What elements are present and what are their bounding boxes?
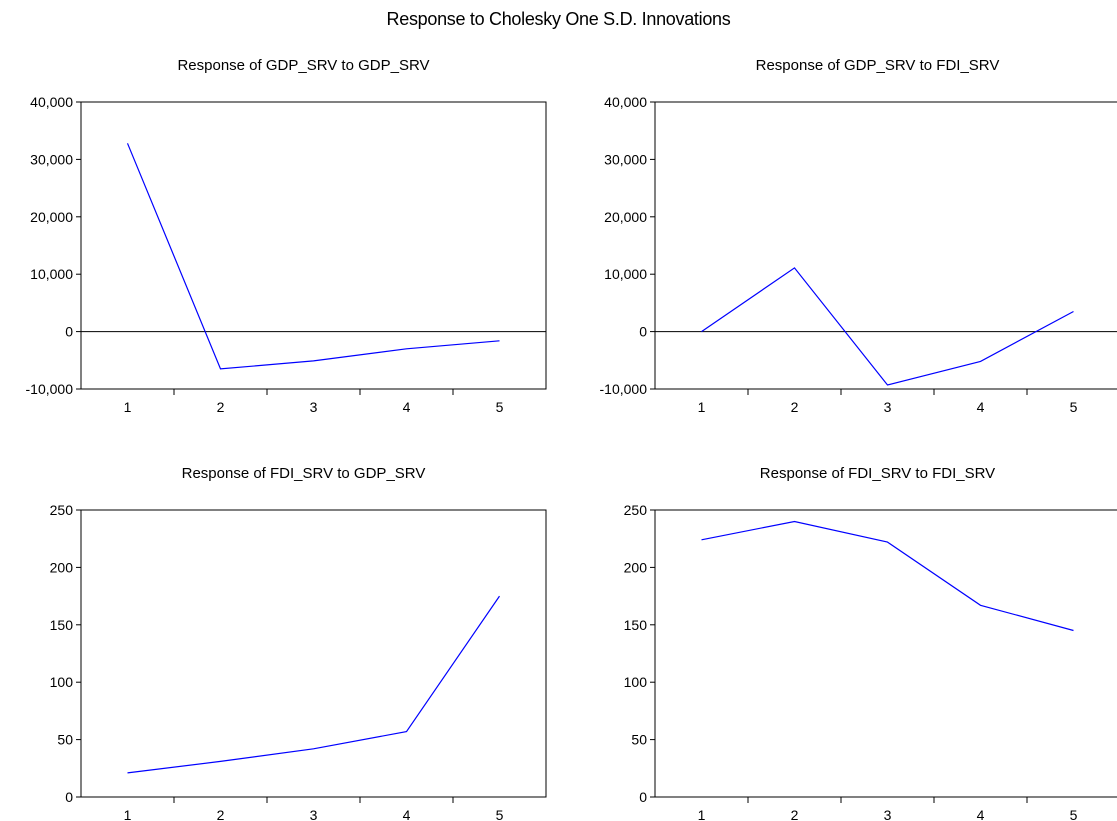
data-point xyxy=(1072,629,1075,632)
panel-title: Response of GDP_SRV to GDP_SRV xyxy=(177,57,429,74)
x-tick-label: 4 xyxy=(977,807,985,821)
chart-panel-3: Response of FDI_SRV to GDP_SRV 0 50 100 150 2… xyxy=(50,465,547,821)
y-tick-label: 10,000 xyxy=(30,266,73,282)
x-tick-label: 1 xyxy=(124,399,132,415)
data-point xyxy=(126,142,129,145)
x-tick-label: 5 xyxy=(1070,807,1078,821)
x-tick-label: 1 xyxy=(698,807,706,821)
y-tick-label: 40,000 xyxy=(604,94,647,110)
panel-title: Response of GDP_SRV to FDI_SRV xyxy=(756,57,1000,74)
data-point xyxy=(312,359,315,362)
data-point xyxy=(793,266,796,269)
x-tick-label: 4 xyxy=(977,399,985,415)
chart-panel-2: Response of GDP_SRV to FDI_SRV -10,000 0 10… xyxy=(600,57,1117,415)
plot-frame xyxy=(654,509,1117,798)
y-tick-label: 200 xyxy=(50,559,74,575)
plot-frame xyxy=(80,509,547,798)
data-point xyxy=(700,330,703,333)
x-tick-label: 5 xyxy=(496,399,504,415)
y-tick-label: 250 xyxy=(624,502,648,518)
y-tick-label: 250 xyxy=(50,502,74,518)
x-tick-label: 4 xyxy=(403,399,411,415)
y-tick-label: 0 xyxy=(65,324,73,340)
x-tick-label: 2 xyxy=(217,399,225,415)
response-line xyxy=(127,595,500,774)
y-tick-label: 200 xyxy=(624,559,648,575)
x-tick-label: 2 xyxy=(791,807,799,821)
y-tick-label: 0 xyxy=(65,789,73,805)
y-tick-label: 100 xyxy=(50,674,74,690)
x-tick-label: 1 xyxy=(698,399,706,415)
y-tick-label: 0 xyxy=(639,324,647,340)
data-point xyxy=(886,383,889,386)
data-point xyxy=(700,538,703,541)
data-point xyxy=(979,360,982,363)
response-line xyxy=(126,143,500,370)
y-tick-label: -10,000 xyxy=(600,381,648,397)
x-tick-label: 5 xyxy=(496,807,504,821)
y-tick-label: 40,000 xyxy=(30,94,73,110)
data-point xyxy=(126,771,129,774)
plot-frame xyxy=(654,101,1117,390)
x-tick-label: 4 xyxy=(403,807,411,821)
data-point xyxy=(312,747,315,750)
data-point xyxy=(793,520,796,523)
chart-panel-4: Response of FDI_SRV to FDI_SRV 0 50 100 150 2… xyxy=(624,465,1117,821)
response-line xyxy=(701,520,1074,632)
chart-panel-1: Response of GDP_SRV to GDP_SRV -10,000 0 10… xyxy=(26,57,547,415)
y-tick-label: 0 xyxy=(639,789,647,805)
panel-title: Response of FDI_SRV to GDP_SRV xyxy=(182,465,426,482)
data-point xyxy=(886,541,889,544)
x-tick-label: 2 xyxy=(791,399,799,415)
data-point xyxy=(219,760,222,763)
y-tick-label: 150 xyxy=(50,617,74,633)
panel-title: Response of FDI_SRV to FDI_SRV xyxy=(760,465,995,482)
x-tick-label: 3 xyxy=(310,399,318,415)
x-tick-label: 1 xyxy=(124,807,132,821)
plot-frame xyxy=(80,101,547,390)
y-tick-label: 30,000 xyxy=(604,151,647,167)
y-tick-label: 150 xyxy=(624,617,648,633)
y-tick-label: 50 xyxy=(631,732,647,748)
y-tick-label: 50 xyxy=(57,732,73,748)
y-tick-label: 30,000 xyxy=(30,151,73,167)
data-point xyxy=(405,730,408,733)
x-tick-label: 5 xyxy=(1070,399,1078,415)
y-tick-label: 20,000 xyxy=(604,209,647,225)
x-tick-label: 3 xyxy=(884,807,892,821)
data-point xyxy=(1072,310,1075,313)
data-point xyxy=(219,367,222,370)
figure-title: Response to Cholesky One S.D. Innovation… xyxy=(386,9,731,29)
x-tick-label: 3 xyxy=(884,399,892,415)
data-point xyxy=(405,347,408,350)
data-point xyxy=(498,339,501,342)
y-tick-label: 20,000 xyxy=(30,209,73,225)
y-tick-label: 100 xyxy=(624,674,648,690)
x-tick-label: 2 xyxy=(217,807,225,821)
y-tick-label: 10,000 xyxy=(604,266,647,282)
y-tick-label: -10,000 xyxy=(26,381,74,397)
data-point xyxy=(498,595,501,598)
x-tick-label: 3 xyxy=(310,807,318,821)
response-line xyxy=(701,267,1074,386)
data-point xyxy=(979,604,982,607)
